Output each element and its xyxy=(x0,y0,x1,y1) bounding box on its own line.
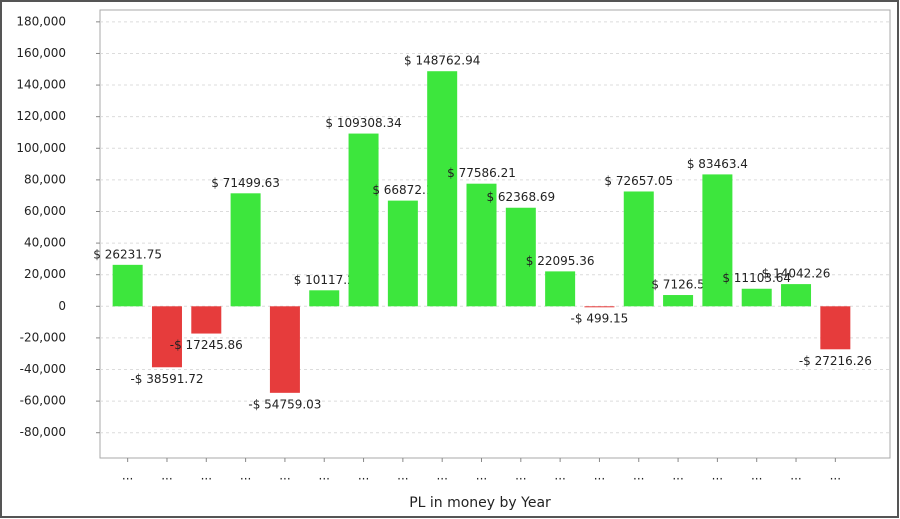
x-tick-label: ... xyxy=(790,469,801,483)
x-tick-label: ... xyxy=(358,469,369,483)
y-tick-label: 40,000 xyxy=(24,236,66,250)
value-label: $ 71499.63 xyxy=(211,176,280,190)
value-label: $ 7126.5 xyxy=(651,278,704,292)
y-tick-label: 100,000 xyxy=(16,141,66,155)
y-tick-label: 80,000 xyxy=(24,172,66,186)
value-label: -$ 17245.86 xyxy=(170,338,243,352)
bar xyxy=(702,174,733,307)
value-label: $ 77586.21 xyxy=(447,166,516,180)
x-tick-label: ... xyxy=(319,469,330,483)
bar xyxy=(820,306,851,350)
plot-area xyxy=(99,9,891,459)
x-tick-label: ... xyxy=(515,469,526,483)
bar xyxy=(191,306,222,334)
value-label: $ 62368.69 xyxy=(486,190,555,204)
value-label: $ 26231.75 xyxy=(93,247,162,261)
y-tick-label: 0 xyxy=(58,299,66,313)
x-tick-label: ... xyxy=(554,469,565,483)
y-tick-label: 120,000 xyxy=(16,109,66,123)
x-tick-label: ... xyxy=(751,469,762,483)
value-label: $ 109308.34 xyxy=(325,116,401,130)
bar xyxy=(505,207,536,307)
value-label: $ 72657.05 xyxy=(604,174,673,188)
bar xyxy=(348,133,379,307)
y-tick-label: -80,000 xyxy=(20,425,66,439)
bar xyxy=(269,306,300,393)
x-tick-label: ... xyxy=(436,469,447,483)
x-tick-label: ... xyxy=(161,469,172,483)
value-label: $ 11103.64 xyxy=(722,271,791,285)
bar xyxy=(466,183,497,307)
x-tick-label: ... xyxy=(240,469,251,483)
x-tick-label: ... xyxy=(397,469,408,483)
y-tick-label: 20,000 xyxy=(24,267,66,281)
y-tick-label: 180,000 xyxy=(16,14,66,28)
value-label: -$ 54759.03 xyxy=(248,397,321,411)
value-label: $ 14042.26 xyxy=(762,267,831,281)
bar xyxy=(230,193,261,307)
y-tick-label: 60,000 xyxy=(24,204,66,218)
y-tick-label: 140,000 xyxy=(16,78,66,92)
y-tick-label: -20,000 xyxy=(20,330,66,344)
bar xyxy=(151,306,182,368)
x-tick-label: ... xyxy=(672,469,683,483)
value-label: $ 83463.4 xyxy=(687,157,748,171)
bar xyxy=(112,264,143,307)
x-tick-label: ... xyxy=(594,469,605,483)
bar xyxy=(663,295,694,307)
value-label: $ 66872.1 xyxy=(372,183,433,197)
x-tick-label: ... xyxy=(633,469,644,483)
bar xyxy=(309,290,340,307)
x-axis-title: PL in money by Year xyxy=(409,495,551,511)
value-label: $ 148762.94 xyxy=(404,54,480,68)
x-tick-label: ... xyxy=(712,469,723,483)
value-label: -$ 27216.26 xyxy=(799,354,872,368)
value-label: $ 22095.36 xyxy=(526,254,595,268)
bar xyxy=(741,288,772,307)
x-tick-label: ... xyxy=(122,469,133,483)
y-tick-label: -40,000 xyxy=(20,362,66,376)
x-tick-label: ... xyxy=(201,469,212,483)
bar xyxy=(781,284,812,307)
value-label: -$ 499.15 xyxy=(571,312,629,326)
bar xyxy=(623,191,654,307)
bar xyxy=(387,200,418,307)
x-tick-label: ... xyxy=(279,469,290,483)
bar xyxy=(584,306,615,308)
bar xyxy=(545,271,576,307)
value-label: $ 10117.2 xyxy=(294,273,355,287)
y-tick-label: 160,000 xyxy=(16,46,66,60)
y-tick-label: -60,000 xyxy=(20,394,66,408)
x-tick-label: ... xyxy=(830,469,841,483)
bar xyxy=(427,71,458,307)
x-tick-label: ... xyxy=(476,469,487,483)
value-label: -$ 38591.72 xyxy=(130,372,203,386)
